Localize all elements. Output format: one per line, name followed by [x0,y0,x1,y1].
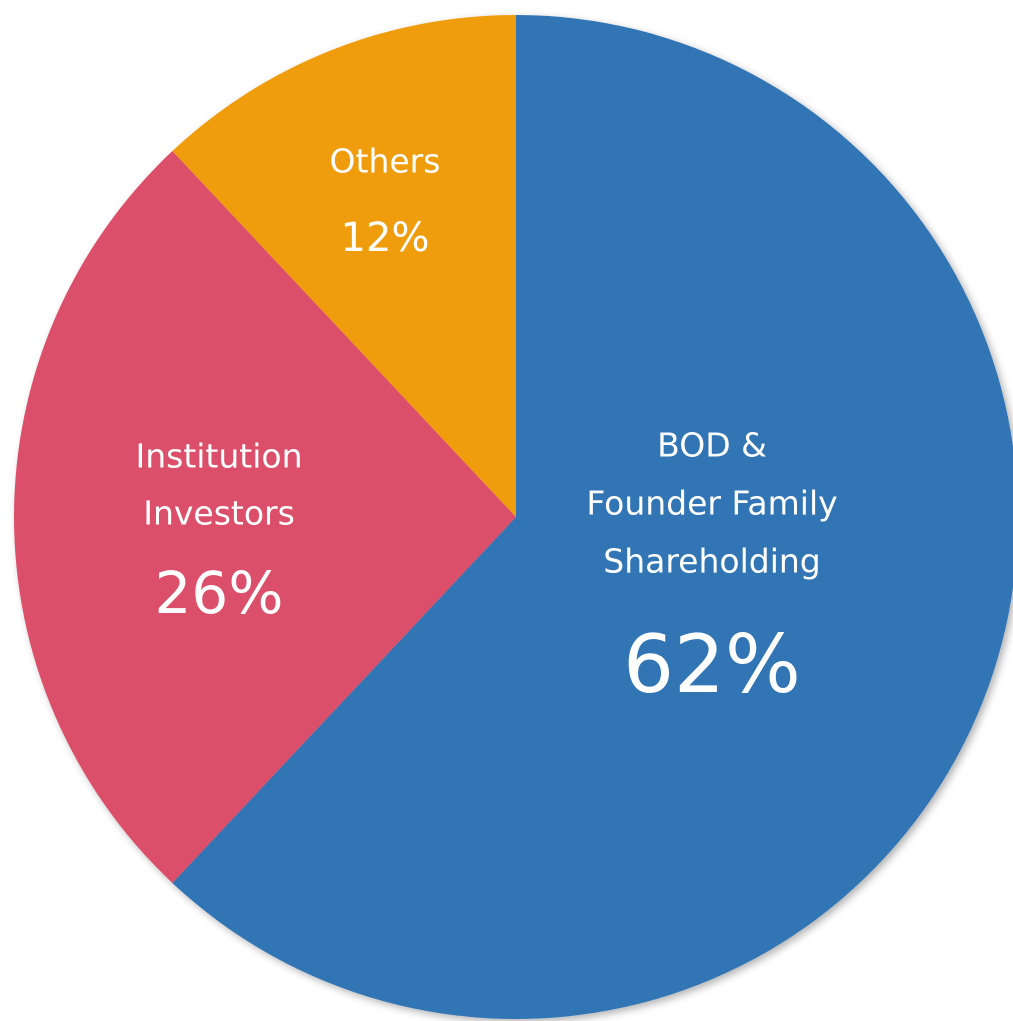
value-label: 62% [623,618,801,711]
slice-label: Institution [135,437,302,476]
slice-label: BOD & [657,426,767,465]
value-label: 26% [155,559,284,627]
pie-slice [172,15,516,517]
slice-label: Investors [143,494,295,533]
value-label: 12% [341,215,430,261]
slice-label: Shareholding [603,542,820,581]
slice-label: Others [330,142,441,181]
pie-slice [13,151,516,883]
slice-label: Founder Family [586,484,837,523]
labels: BOD & Founder Family Shareholding 62% Instit… [135,142,837,711]
pie [13,15,1013,1019]
pie-slice [172,15,1013,1019]
